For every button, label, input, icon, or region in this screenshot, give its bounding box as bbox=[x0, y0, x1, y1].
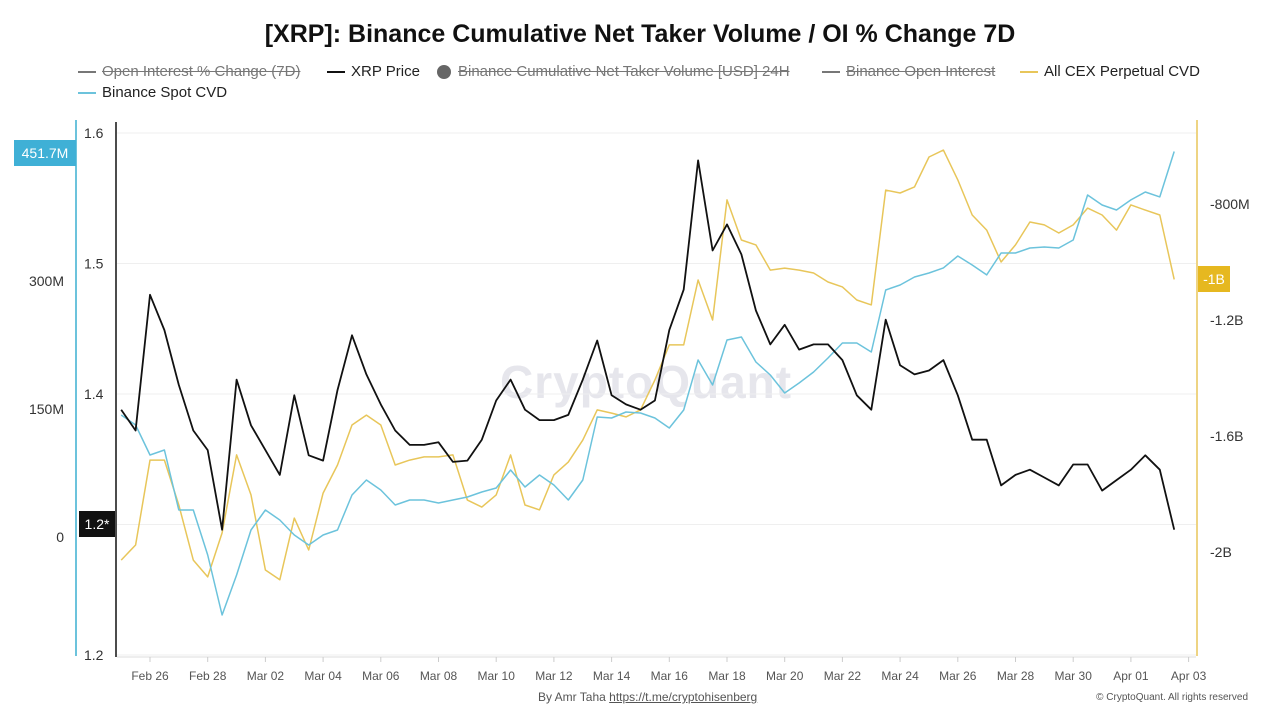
legend-open-interest-change[interactable]: Open Interest % Change (7D) bbox=[78, 63, 300, 80]
x-tick-label: Mar 20 bbox=[766, 669, 804, 683]
line-icon bbox=[78, 91, 96, 94]
x-tick-label: Mar 06 bbox=[362, 669, 400, 683]
x-tick-label: Mar 26 bbox=[939, 669, 977, 683]
series-line-all-cex-perpetual-cvd bbox=[120, 149, 1175, 581]
line-icon bbox=[327, 70, 345, 73]
x-tick-label: Mar 22 bbox=[824, 669, 862, 683]
price-tick-label: 1.2 bbox=[84, 647, 104, 663]
series-line-xrp-price bbox=[120, 159, 1176, 531]
perp-cvd-tick-label: -1.6B bbox=[1210, 428, 1243, 444]
x-tick-label: Feb 28 bbox=[189, 669, 227, 683]
copyright: © CryptoQuant. All rights reserved bbox=[1096, 692, 1248, 703]
credit: By Amr Taha https://t.me/cryptohisenberg bbox=[538, 690, 757, 704]
x-tick-label: Mar 14 bbox=[593, 669, 631, 683]
perp-cvd-tick-label: -2B bbox=[1210, 544, 1232, 560]
legend-label: Binance Spot CVD bbox=[102, 84, 228, 101]
price-tick-label: 1.6 bbox=[84, 125, 104, 141]
x-tick-label: Mar 02 bbox=[247, 669, 285, 683]
legend-label: Binance Open Interest bbox=[846, 63, 996, 80]
x-tick-label: Feb 26 bbox=[131, 669, 169, 683]
x-tick-label: Apr 01 bbox=[1113, 669, 1149, 683]
legend-net-taker-volume[interactable]: Binance Cumulative Net Taker Volume [USD… bbox=[437, 63, 790, 80]
x-tick-label: Apr 03 bbox=[1171, 669, 1207, 683]
x-tick-label: Mar 04 bbox=[304, 669, 342, 683]
price-current-marker: 1.2* bbox=[79, 511, 115, 537]
perp-cvd-tick-label: -1.2B bbox=[1210, 312, 1243, 328]
legend-label: All CEX Perpetual CVD bbox=[1044, 63, 1200, 80]
x-tick-label: Mar 08 bbox=[420, 669, 458, 683]
price-tick-label: 1.5 bbox=[84, 256, 104, 272]
line-icon bbox=[1020, 70, 1038, 73]
series-line-binance-spot-cvd bbox=[120, 151, 1175, 616]
x-tick-label: Mar 16 bbox=[651, 669, 689, 683]
legend-label: XRP Price bbox=[351, 63, 420, 80]
x-tick-label: Mar 24 bbox=[881, 669, 919, 683]
spot-cvd-tick-label: 150M bbox=[29, 401, 64, 417]
x-tick-label: Mar 10 bbox=[478, 669, 516, 683]
legend-label: Binance Cumulative Net Taker Volume [USD… bbox=[458, 63, 790, 80]
line-icon bbox=[78, 70, 96, 73]
perp-cvd-tick-label: -800M bbox=[1210, 196, 1250, 212]
line-icon bbox=[822, 70, 840, 73]
perp-cvd-current-marker: -1B bbox=[1198, 266, 1230, 292]
spot-cvd-tick-label: 300M bbox=[29, 273, 64, 289]
circle-icon bbox=[437, 64, 451, 79]
legend-all-cex-perpetual-cvd[interactable]: All CEX Perpetual CVD bbox=[1020, 63, 1200, 80]
chart-title: [XRP]: Binance Cumulative Net Taker Volu… bbox=[264, 20, 1016, 48]
legend-xrp-price[interactable]: XRP Price bbox=[327, 63, 420, 80]
spot-cvd-current-marker: 451.7M bbox=[14, 140, 76, 166]
credit-author: By Amr Taha bbox=[538, 690, 606, 704]
spot-cvd-tick-label: 0 bbox=[56, 529, 64, 545]
price-tick-label: 1.4 bbox=[84, 386, 104, 402]
legend-binance-open-interest[interactable]: Binance Open Interest bbox=[822, 63, 995, 80]
credit-link[interactable]: https://t.me/cryptohisenberg bbox=[609, 690, 758, 704]
legend-binance-spot-cvd[interactable]: Binance Spot CVD bbox=[78, 84, 227, 101]
x-tick-label: Mar 18 bbox=[708, 669, 746, 683]
x-tick-label: Mar 28 bbox=[997, 669, 1035, 683]
x-tick-label: Mar 12 bbox=[535, 669, 573, 683]
legend-label: Open Interest % Change (7D) bbox=[102, 63, 301, 80]
x-tick-label: Mar 30 bbox=[1055, 669, 1093, 683]
